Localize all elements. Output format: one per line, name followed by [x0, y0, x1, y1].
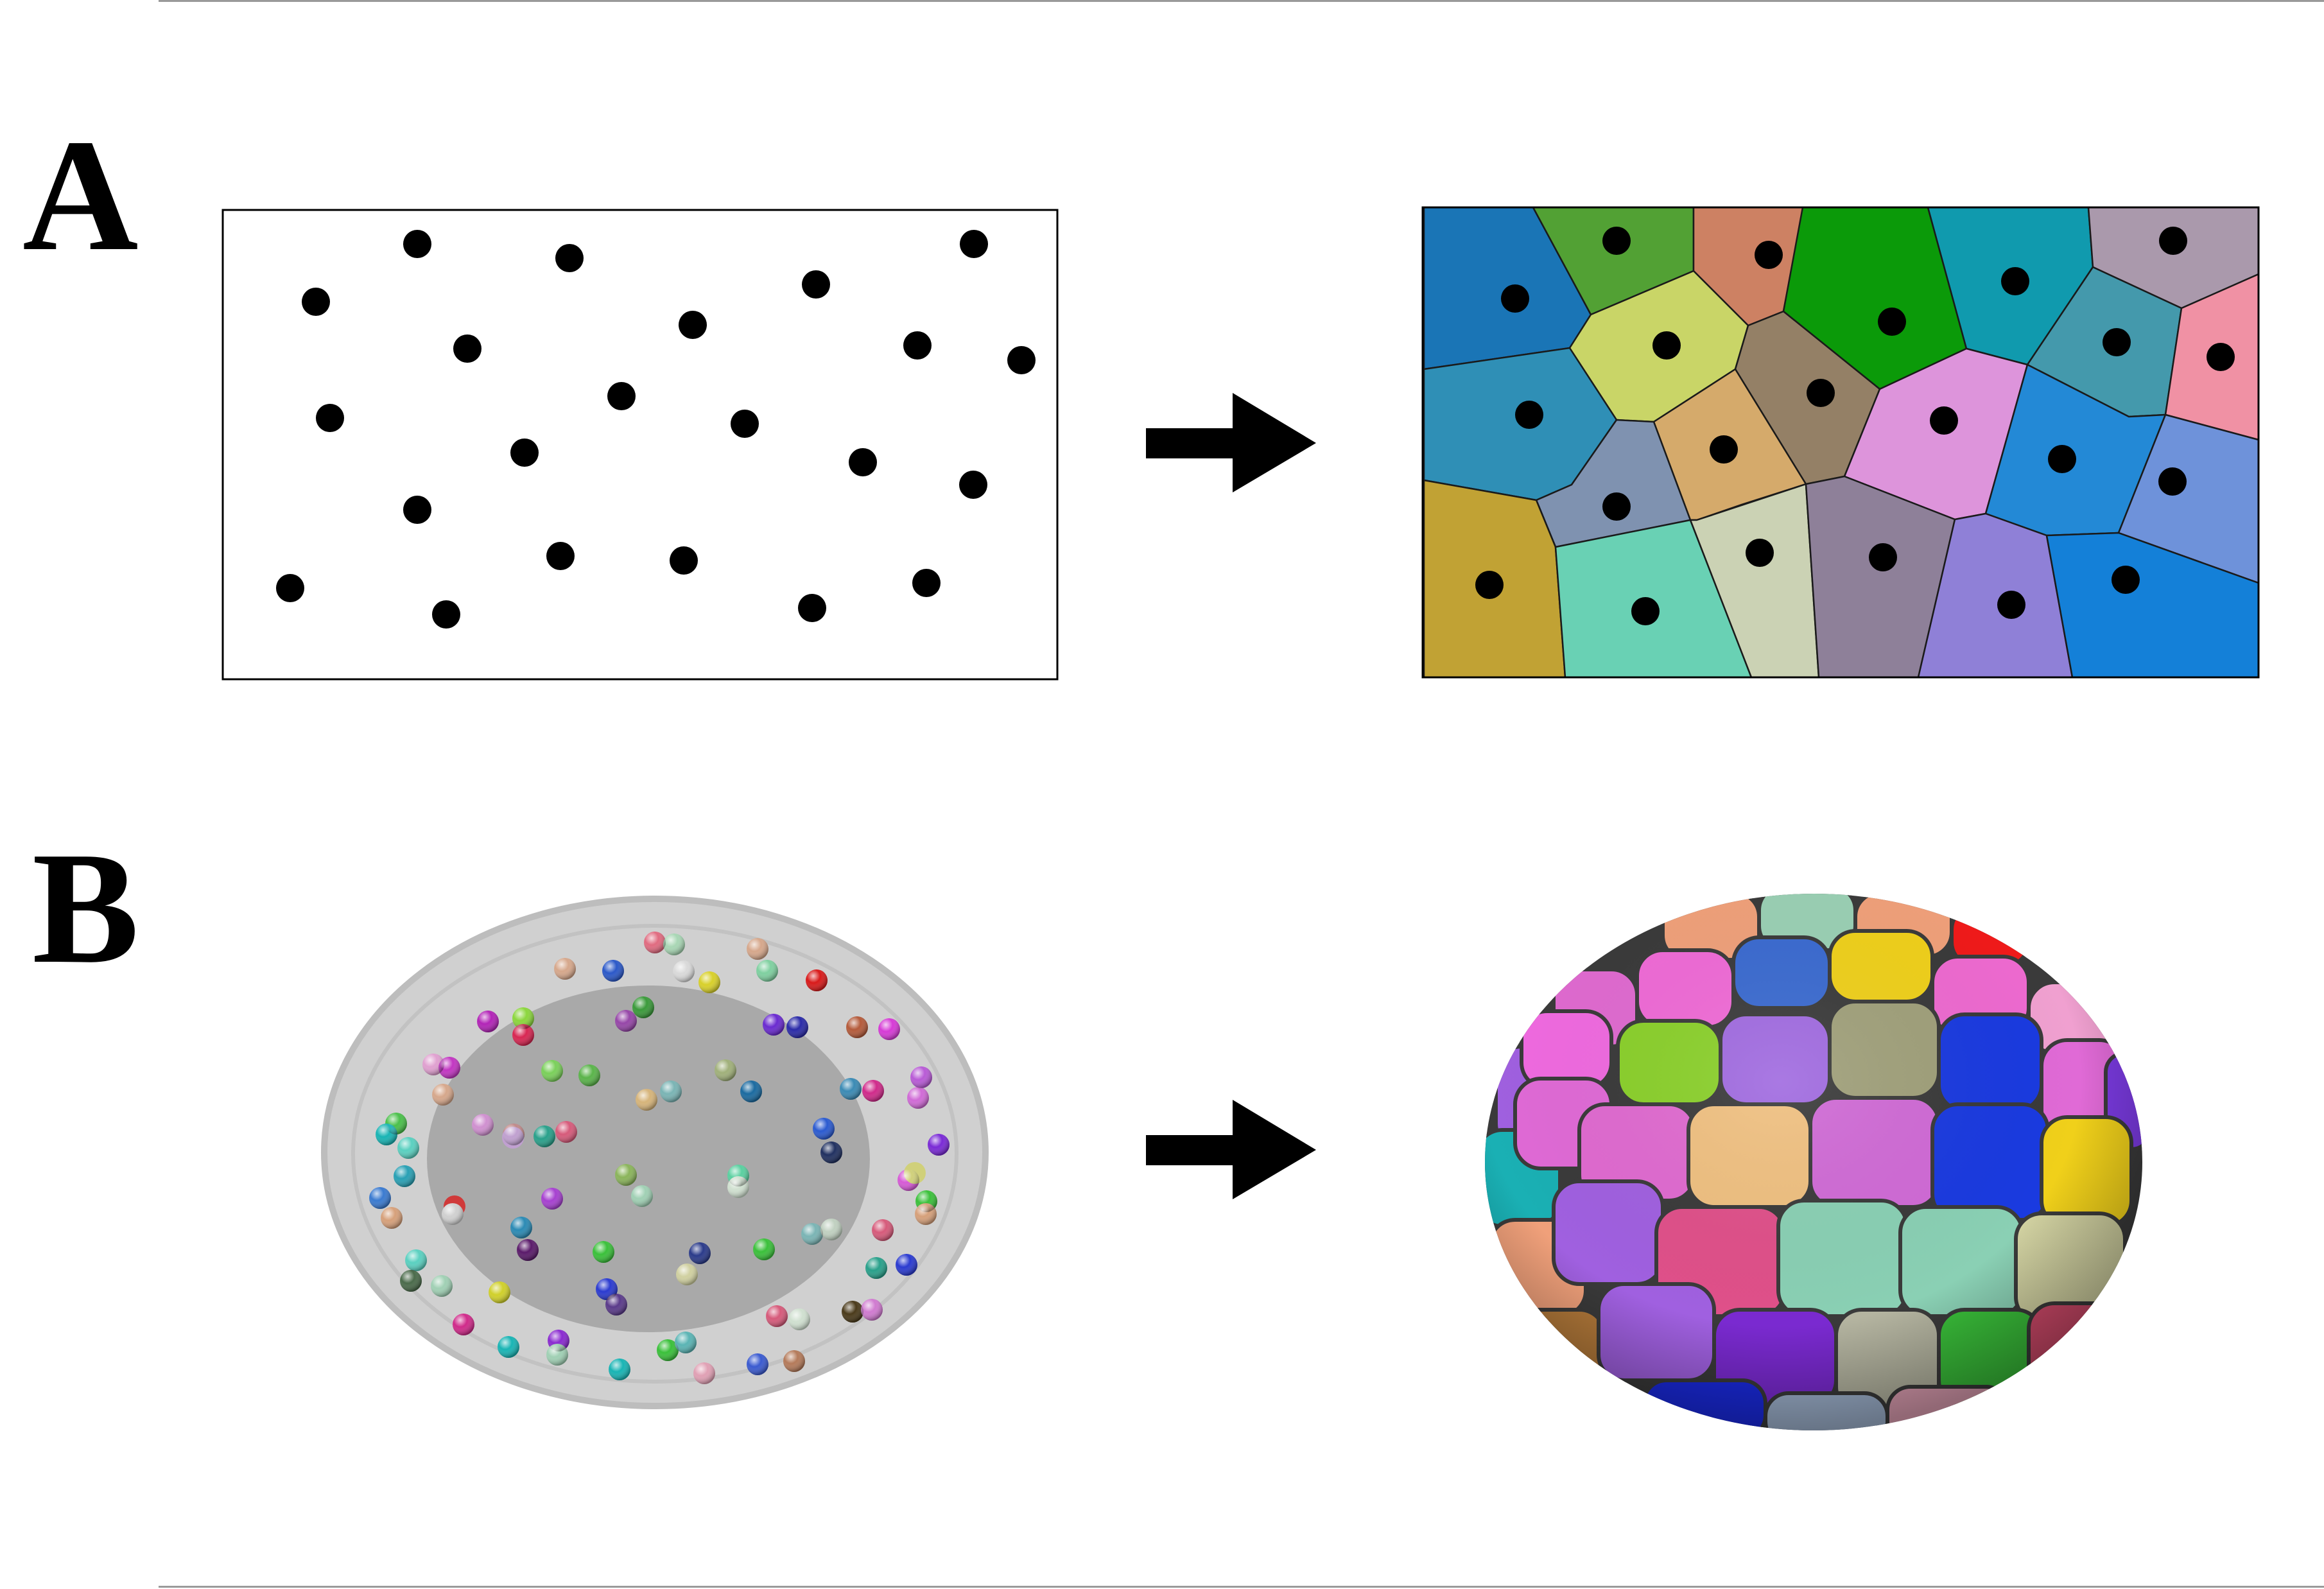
seed-points [1475, 227, 2235, 625]
panel-label-b: B [32, 819, 139, 997]
bottom-divider-line [159, 1586, 2324, 1588]
panel-label-a: A [22, 107, 139, 284]
points-panel [221, 209, 1059, 681]
point-set [276, 230, 1036, 629]
seed-spheres [369, 932, 950, 1384]
top-divider-line [159, 0, 2324, 2]
arrow-b [1146, 1100, 1316, 1199]
cell-mesh-render [1485, 894, 2142, 1430]
seed-spheres-shell [321, 896, 989, 1409]
voronoi-panel [1421, 206, 2260, 679]
inner-cavity [427, 986, 870, 1332]
arrow-a [1146, 393, 1316, 492]
